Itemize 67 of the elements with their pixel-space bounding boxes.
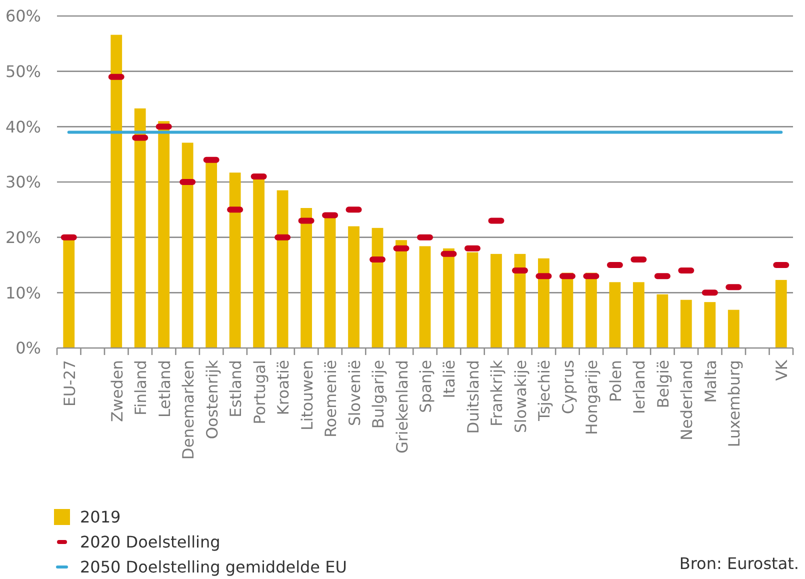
y-tick-label: 60% — [5, 6, 41, 26]
bar — [63, 238, 75, 348]
bar — [348, 226, 360, 348]
x-tick-label: Duitsland — [464, 360, 482, 434]
x-tick-label: Polen — [606, 360, 625, 402]
bar — [514, 254, 526, 348]
x-tick-label: Nederland — [678, 360, 696, 440]
x-tick-label: EU-27 — [60, 360, 79, 406]
x-tick-label: Tsjechië — [536, 360, 554, 422]
bar — [206, 160, 218, 348]
x-tick-label: Litouwen — [298, 360, 316, 430]
bar — [396, 240, 407, 348]
x-tick-label: Spanje — [417, 360, 435, 413]
bar — [632, 282, 644, 348]
bar — [538, 258, 550, 348]
x-tick-label: Oostenrijk — [203, 360, 222, 440]
x-tick-label: Luxemburg — [726, 360, 744, 448]
y-tick-label: 40% — [5, 117, 41, 136]
text: Bron: Eurostat. — [679, 554, 799, 573]
bar — [419, 246, 431, 348]
legend-label: 2019 — [80, 508, 121, 527]
bar — [466, 252, 478, 348]
bar — [372, 228, 384, 348]
x-tick-label: Cyprus — [559, 360, 578, 414]
legend-label: 2050 Doelstelling gemiddelde EU — [80, 558, 347, 577]
x-tick-label: Letland — [156, 360, 174, 418]
bar — [253, 178, 265, 348]
bar — [158, 121, 170, 348]
x-tick-label: Bulgarije — [370, 360, 388, 429]
x-tick-label: Malta — [702, 360, 720, 403]
bar — [134, 108, 146, 348]
x-tick-label: Hongarije — [583, 360, 602, 435]
bar — [443, 248, 454, 348]
bar — [110, 34, 122, 348]
x-tick-label: Griekenland — [393, 360, 412, 454]
x-tick-label: Italië — [440, 360, 459, 398]
x-tick-label: Kroatië — [274, 360, 293, 416]
x-tick-label: Finland — [132, 360, 150, 416]
bar — [276, 190, 288, 348]
y-tick-label: 10% — [5, 283, 41, 302]
bar — [728, 310, 740, 348]
legend-label: 2020 Doelstelling — [80, 532, 220, 552]
x-tick-label: Slovenië — [346, 360, 364, 426]
bar — [300, 208, 312, 348]
bar — [775, 280, 787, 348]
x-tick-label: Zweden — [108, 360, 126, 422]
bar — [229, 172, 241, 348]
bar — [704, 302, 716, 348]
bar — [585, 272, 597, 348]
x-tick-label: Roemenië — [322, 360, 340, 438]
x-tick-label: VK — [773, 359, 792, 381]
x-tick-label: Frankrijk — [488, 360, 506, 426]
x-tick-label: Slowakije — [512, 360, 530, 433]
y-tick-label: 30% — [5, 172, 41, 192]
x-tick-label: Portugal — [250, 360, 269, 424]
x-tick-label: Estland — [227, 360, 246, 418]
bar — [609, 282, 621, 348]
x-tick-label: België — [654, 360, 672, 408]
bar — [182, 142, 194, 348]
bar — [680, 300, 692, 348]
y-tick-label: 20% — [5, 228, 41, 247]
x-tick-label: Ierland — [630, 360, 649, 414]
x-tick-label: Denemarken — [180, 360, 198, 460]
bar — [656, 294, 668, 348]
bar — [490, 254, 502, 348]
y-tick-label: 0% — [16, 338, 41, 358]
y-tick-label: 50% — [5, 62, 41, 81]
